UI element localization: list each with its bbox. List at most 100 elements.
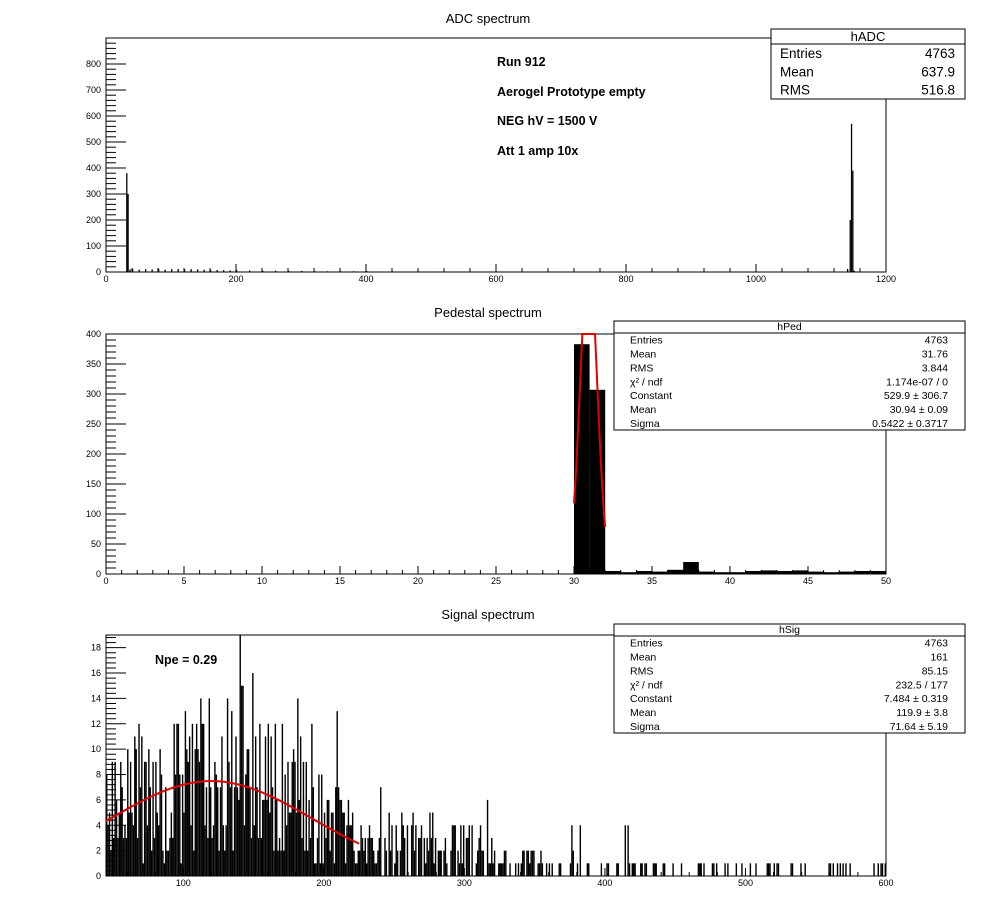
stats-row-value: 529.9 ± 306.7: [884, 390, 948, 402]
histogram-bar: [309, 837, 312, 876]
histogram-bar: [711, 863, 714, 876]
histogram-bar: [877, 863, 879, 876]
histogram-bar: [520, 863, 522, 876]
histogram-bar: [266, 799, 268, 876]
stats-row-label: Entries: [630, 638, 663, 650]
histogram-bar: [212, 825, 215, 876]
histogram-bar: [479, 825, 482, 876]
histogram-bar: [110, 850, 112, 876]
histogram-bar: [275, 270, 277, 272]
histogram-bar: [132, 268, 134, 272]
histogram-bar: [314, 271, 316, 272]
histogram-bar: [236, 269, 238, 272]
y-tick-label: 300: [86, 389, 101, 399]
stats-row-label: χ² / ndf: [630, 679, 662, 691]
histogram-bar: [457, 271, 459, 272]
histogram-bar: [453, 825, 455, 876]
histogram-bar: [537, 863, 539, 876]
x-tick-label: 45: [803, 576, 813, 586]
histogram-bar: [631, 863, 634, 876]
histogram-bar: [839, 571, 855, 574]
histogram-bar: [229, 270, 231, 272]
histogram-bar: [114, 761, 116, 876]
histogram-bar: [457, 850, 459, 876]
histogram-bar: [413, 850, 416, 876]
histogram-bar: [641, 863, 643, 876]
histogram-bar: [467, 837, 469, 876]
histogram-bar: [354, 863, 357, 876]
histogram-bar: [197, 749, 199, 876]
y-tick-label: 500: [86, 137, 101, 147]
histogram-bar: [141, 736, 143, 876]
histogram-bar: [503, 850, 506, 876]
y-tick-label: 200: [86, 215, 101, 225]
histogram-bar: [337, 787, 340, 876]
histogram-bar: [569, 863, 572, 876]
histogram-bar: [351, 812, 354, 876]
annotation-text: Att 1 amp 10x: [497, 144, 578, 158]
histogram-bar: [166, 850, 168, 876]
histogram-bar: [766, 863, 768, 876]
histogram-bar: [430, 837, 433, 876]
stats-row-value: 119.9 ± 3.8: [896, 707, 948, 719]
histogram-bar: [645, 863, 648, 876]
histogram-bar: [197, 269, 199, 272]
histogram-bar: [589, 389, 606, 574]
histogram-bar: [500, 863, 503, 876]
histogram-bar: [533, 850, 535, 876]
annotation-text: Aerogel Prototype empty: [497, 85, 646, 99]
histogram-bar: [776, 571, 793, 574]
histogram-bar: [454, 825, 456, 876]
histogram-bar: [384, 837, 386, 876]
histogram-bar: [559, 863, 562, 876]
histogram-bar: [460, 825, 462, 876]
stats-row-label: RMS: [630, 665, 653, 677]
histogram-bar: [214, 761, 216, 876]
y-tick-label: 2: [96, 846, 101, 856]
histogram-bar: [540, 850, 542, 876]
stats-box: hADC Entries 4763 Mean 637.9 RMS 516.8: [770, 28, 966, 100]
histogram-bar: [225, 825, 227, 876]
histogram-bar: [249, 787, 251, 876]
histogram-bar: [396, 850, 399, 876]
histogram-bar: [243, 825, 246, 876]
histogram-bar: [121, 787, 123, 876]
histogram-bar: [364, 837, 366, 876]
y-tick-label: 250: [86, 419, 101, 429]
histogram-bar: [156, 812, 158, 876]
histogram-bar: [308, 799, 310, 876]
histogram-bar: [179, 774, 181, 876]
y-tick-label: 100: [86, 509, 101, 519]
histogram-bar: [366, 270, 368, 272]
histogram-bar: [644, 863, 646, 876]
histogram-bar: [186, 749, 188, 876]
stats-row-value: 232.5 / 177: [895, 679, 948, 691]
histogram-bar: [426, 837, 428, 876]
histogram-bar: [153, 837, 156, 876]
histogram-bar: [839, 863, 842, 876]
histogram-bar: [326, 799, 329, 876]
histogram-bar: [389, 850, 392, 876]
histogram-bar: [131, 812, 133, 876]
histogram-bar: [134, 736, 136, 876]
x-tick-label: 5: [181, 576, 186, 586]
histogram-bar: [373, 850, 375, 876]
histogram-bar: [849, 220, 851, 272]
histogram-bar: [269, 812, 271, 876]
stats-row-value: 31.76: [922, 349, 948, 361]
histogram-bar: [158, 825, 160, 876]
histogram-bar: [346, 825, 348, 876]
histogram-bar: [325, 837, 327, 876]
histogram-bar: [236, 787, 239, 876]
histogram-bar: [697, 863, 700, 876]
stats-row-label: Mean: [630, 707, 656, 719]
histogram-bar: [349, 825, 351, 876]
x-tick-label: 10: [257, 576, 267, 586]
histogram-bar: [340, 799, 343, 876]
histogram-bar: [773, 863, 775, 876]
histogram-bar: [792, 570, 808, 574]
y-tick-label: 12: [91, 719, 101, 729]
histogram-bar: [188, 736, 191, 876]
y-tick-label: 200: [86, 449, 101, 459]
histogram-bar: [169, 837, 171, 876]
